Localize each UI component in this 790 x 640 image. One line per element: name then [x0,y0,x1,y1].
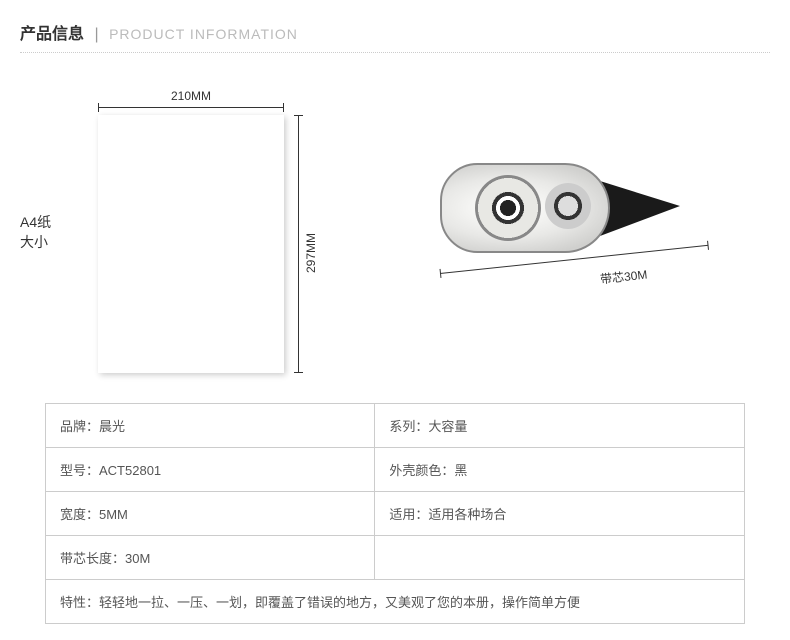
header-separator: | [94,26,98,43]
tape-gear-shape [545,183,591,229]
a4-size-label: A4纸 大小 [20,213,51,252]
spec-cell: 宽度：5MM [46,492,375,536]
spec-cell [375,536,745,580]
dimension-height-label: 297MM [304,233,318,273]
spec-cell: 带芯长度：30M [46,536,375,580]
diagram-area: A4纸 大小 210MM 297MM 带芯30M [20,73,770,383]
table-row: 带芯长度：30M [46,536,745,580]
tape-tip-shape [600,181,680,236]
table-row: 宽度：5MM 适用：适用各种场合 [46,492,745,536]
table-row: 品牌：晨光 系列：大容量 [46,404,745,448]
spec-table: 品牌：晨光 系列：大容量 型号：ACT52801 外壳颜色：黑 宽度：5MM 适… [45,403,745,624]
table-row: 特性：轻轻地一拉、一压、一划，即覆盖了错误的地方，又美观了您的本册，操作简单方便 [46,580,745,624]
table-row: 型号：ACT52801 外壳颜色：黑 [46,448,745,492]
tape-wheel-shape [475,175,541,241]
header-title-cn: 产品信息 [20,26,84,43]
spec-cell: 型号：ACT52801 [46,448,375,492]
a4-paper-rect [98,115,284,373]
spec-cell: 外壳颜色：黑 [375,448,745,492]
header-title-en: PRODUCT INFORMATION [109,26,298,42]
dimension-tape-label: 带芯30M [599,266,648,288]
dimension-width-line [98,107,284,108]
a4-label-line1: A4纸 [20,213,51,233]
dimension-height-line [298,115,299,373]
section-header: 产品信息 | PRODUCT INFORMATION [20,20,770,53]
spec-cell: 适用：适用各种场合 [375,492,745,536]
spec-cell: 品牌：晨光 [46,404,375,448]
a4-label-line2: 大小 [20,233,51,253]
spec-feature-cell: 特性：轻轻地一拉、一压、一划，即覆盖了错误的地方，又美观了您的本册，操作简单方便 [46,580,745,624]
dimension-width-label: 210MM [98,89,284,103]
product-illustration [440,153,710,263]
spec-cell: 系列：大容量 [375,404,745,448]
